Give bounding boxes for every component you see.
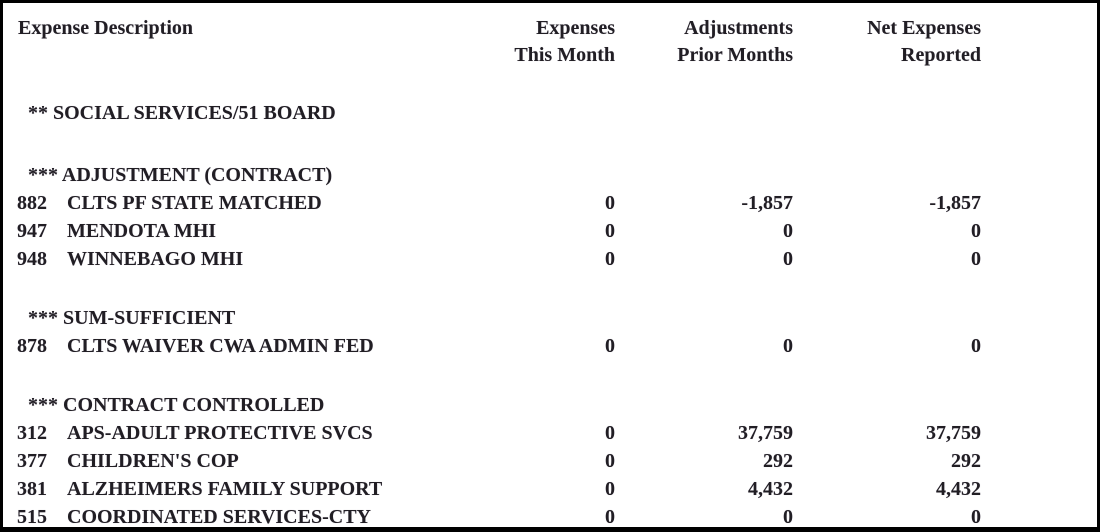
row-adjustments-prior-months: 37,759 [738, 422, 793, 444]
row-expenses-this-month: 0 [605, 192, 615, 214]
row-expenses-this-month: 0 [605, 220, 615, 242]
row-adjustments-prior-months: 0 [783, 335, 793, 357]
row-net-expenses-reported: 292 [951, 450, 981, 472]
row-description: MENDOTA MHI [67, 220, 217, 242]
row-description: CLTS PF STATE MATCHED [67, 192, 322, 214]
row-code: 312 [17, 422, 47, 444]
column-header-line: Reported [901, 44, 981, 66]
row-description: APS-ADULT PROTECTIVE SVCS [67, 422, 373, 444]
table-header: Expense Description Expenses This Month … [3, 15, 1097, 69]
table-row: 381 ALZHEIMERS FAMILY SUPPORT 0 4,432 4,… [3, 475, 1097, 503]
row-adjustments-prior-months: -1,857 [741, 192, 793, 214]
row-net-expenses-reported: 4,432 [936, 478, 981, 500]
row-adjustments-prior-months: 4,432 [748, 478, 793, 500]
row-expenses-this-month: 0 [605, 478, 615, 500]
row-code: 878 [17, 335, 47, 357]
row-expenses-this-month: 0 [605, 248, 615, 270]
row-description: CLTS WAIVER CWA ADMIN FED [67, 335, 374, 357]
group-header-social-services-51-board: ** SOCIAL SERVICES/51 BOARD [28, 102, 336, 124]
table-row: 377 CHILDREN'S COP 0 292 292 [3, 447, 1097, 475]
row-description: ALZHEIMERS FAMILY SUPPORT [67, 478, 383, 500]
table-row: 515 COORDINATED SERVICES-CTY 0 0 0 [3, 503, 1097, 528]
row-net-expenses-reported: 0 [971, 248, 981, 270]
table-row: 882 CLTS PF STATE MATCHED 0 -1,857 -1,85… [3, 189, 1097, 217]
row-expenses-this-month: 0 [605, 506, 615, 528]
row-code: 882 [17, 192, 47, 214]
column-header-line: Prior Months [677, 44, 793, 66]
section-sum-sufficient: *** SUM-SUFFICIENT 878 CLTS WAIVER CWA A… [3, 304, 1097, 360]
row-description: WINNEBAGO MHI [67, 248, 244, 270]
column-header-line: This Month [514, 44, 615, 66]
row-adjustments-prior-months: 292 [763, 450, 793, 472]
column-header-net-expenses-reported: Net Expenses Reported [793, 15, 981, 69]
row-expenses-this-month: 0 [605, 422, 615, 444]
row-net-expenses-reported: -1,857 [929, 192, 981, 214]
row-description: COORDINATED SERVICES-CTY [67, 506, 371, 528]
section-adjustment-contract: *** ADJUSTMENT (CONTRACT) 882 CLTS PF ST… [3, 161, 1097, 273]
column-header-expense-description: Expense Description [18, 15, 397, 69]
row-adjustments-prior-months: 0 [783, 220, 793, 242]
row-net-expenses-reported: 0 [971, 220, 981, 242]
row-expenses-this-month: 0 [605, 450, 615, 472]
section-title: *** CONTRACT CONTROLLED [28, 394, 325, 416]
row-code: 947 [17, 220, 47, 242]
section-contract-controlled: *** CONTRACT CONTROLLED 312 APS-ADULT PR… [3, 391, 1097, 528]
row-code: 381 [17, 478, 47, 500]
column-header-line: Expenses [536, 17, 615, 39]
row-expenses-this-month: 0 [605, 335, 615, 357]
row-adjustments-prior-months: 0 [783, 248, 793, 270]
row-description: CHILDREN'S COP [67, 450, 239, 472]
column-header-adjustments-prior-months: Adjustments Prior Months [615, 15, 793, 69]
row-code: 515 [17, 506, 47, 528]
row-code: 377 [17, 450, 47, 472]
section-title: *** SUM-SUFFICIENT [28, 307, 236, 329]
row-code: 948 [17, 248, 47, 270]
row-net-expenses-reported: 0 [971, 335, 981, 357]
column-header-line: Adjustments [684, 17, 793, 39]
column-header-line: Net Expenses [867, 17, 981, 39]
row-net-expenses-reported: 37,759 [926, 422, 981, 444]
table-row: 312 APS-ADULT PROTECTIVE SVCS 0 37,759 3… [3, 419, 1097, 447]
table-row: 948 WINNEBAGO MHI 0 0 0 [3, 245, 1097, 273]
row-net-expenses-reported: 0 [971, 506, 981, 528]
table-row: 878 CLTS WAIVER CWA ADMIN FED 0 0 0 [3, 332, 1097, 360]
section-title: *** ADJUSTMENT (CONTRACT) [28, 164, 333, 186]
column-header-expenses-this-month: Expenses This Month [397, 15, 615, 69]
row-adjustments-prior-months: 0 [783, 506, 793, 528]
table-row: 947 MENDOTA MHI 0 0 0 [3, 217, 1097, 245]
column-header-line: Expense Description [18, 17, 193, 39]
